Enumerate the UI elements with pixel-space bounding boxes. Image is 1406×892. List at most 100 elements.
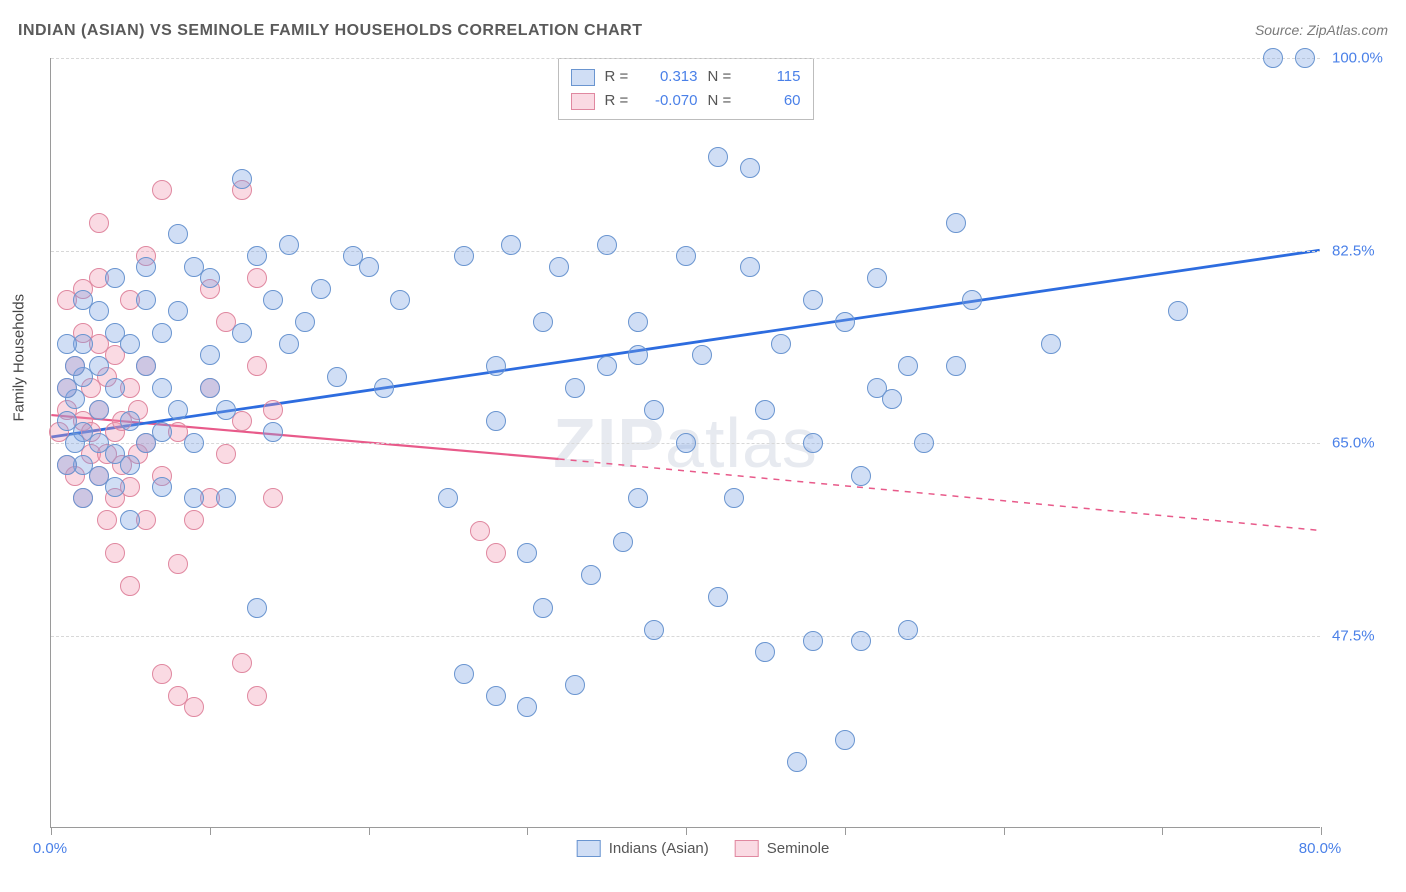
x-tick: [51, 827, 52, 835]
data-point-a: [898, 620, 918, 640]
data-point-a: [803, 631, 823, 651]
data-point-a: [549, 257, 569, 277]
legend-correlation-box: R = 0.313 N = 115 R = -0.070 N = 60: [558, 58, 814, 120]
data-point-a: [89, 400, 109, 420]
data-point-b: [247, 686, 267, 706]
legend-row-b: R = -0.070 N = 60: [571, 89, 801, 113]
data-point-a: [263, 422, 283, 442]
data-point-a: [216, 488, 236, 508]
data-point-b: [152, 180, 172, 200]
legend-n-value-a: 115: [746, 65, 801, 89]
y-tick-label: 47.5%: [1332, 627, 1375, 644]
data-point-a: [120, 510, 140, 530]
data-point-a: [263, 290, 283, 310]
source-attribution: Source: ZipAtlas.com: [1255, 22, 1388, 38]
data-point-a: [597, 235, 617, 255]
data-point-a: [867, 378, 887, 398]
data-point-a: [962, 290, 982, 310]
data-point-a: [279, 334, 299, 354]
data-point-a: [740, 158, 760, 178]
data-point-a: [803, 433, 823, 453]
data-point-a: [136, 433, 156, 453]
data-point-b: [152, 664, 172, 684]
data-point-a: [295, 312, 315, 332]
data-point-a: [533, 598, 553, 618]
data-point-a: [946, 213, 966, 233]
y-axis-label: Family Households: [11, 293, 28, 421]
source-label: Source:: [1255, 22, 1303, 38]
data-point-b: [105, 543, 125, 563]
trend-line: [51, 250, 1319, 437]
legend-n-value-b: 60: [746, 89, 801, 113]
legend-row-a: R = 0.313 N = 115: [571, 65, 801, 89]
data-point-a: [708, 147, 728, 167]
data-point-a: [628, 488, 648, 508]
data-point-a: [628, 345, 648, 365]
data-point-a: [565, 675, 585, 695]
data-point-b: [97, 510, 117, 530]
data-point-a: [1263, 48, 1283, 68]
data-point-a: [311, 279, 331, 299]
data-point-a: [438, 488, 458, 508]
legend-name-b: Seminole: [767, 840, 830, 857]
x-tick: [1321, 827, 1322, 835]
chart-title: INDIAN (ASIAN) VS SEMINOLE FAMILY HOUSEH…: [18, 22, 643, 40]
legend-swatch2-a: [577, 840, 601, 857]
source-value: ZipAtlas.com: [1307, 22, 1388, 38]
x-tick: [369, 827, 370, 835]
data-point-b: [263, 400, 283, 420]
data-point-a: [279, 235, 299, 255]
data-point-a: [708, 587, 728, 607]
data-point-a: [57, 455, 77, 475]
data-point-a: [501, 235, 521, 255]
data-point-a: [200, 378, 220, 398]
data-point-a: [390, 290, 410, 310]
data-point-a: [247, 598, 267, 618]
y-tick-label: 100.0%: [1332, 50, 1383, 67]
data-point-a: [65, 433, 85, 453]
data-point-a: [168, 301, 188, 321]
data-point-a: [676, 433, 696, 453]
plot-area: Family Households ZIPatlas R = 0.313 N =…: [50, 58, 1320, 828]
data-point-a: [835, 312, 855, 332]
data-point-a: [232, 169, 252, 189]
legend-swatch-a: [571, 69, 595, 86]
legend-swatch-b: [571, 93, 595, 110]
legend-r-label-a: R =: [605, 65, 633, 89]
data-point-a: [914, 433, 934, 453]
x-tick: [1004, 827, 1005, 835]
data-point-a: [136, 356, 156, 376]
y-tick-label: 65.0%: [1332, 435, 1375, 452]
data-point-a: [200, 345, 220, 365]
data-point-a: [644, 400, 664, 420]
data-point-a: [168, 224, 188, 244]
data-point-a: [597, 356, 617, 376]
data-point-a: [374, 378, 394, 398]
data-point-a: [152, 378, 172, 398]
data-point-b: [168, 554, 188, 574]
data-point-a: [57, 378, 77, 398]
data-point-a: [184, 488, 204, 508]
data-point-b: [232, 653, 252, 673]
data-point-a: [454, 246, 474, 266]
data-point-a: [644, 620, 664, 640]
data-point-a: [486, 411, 506, 431]
gridline: [51, 58, 1320, 59]
data-point-a: [613, 532, 633, 552]
legend-n-label-a: N =: [708, 65, 736, 89]
data-point-a: [216, 400, 236, 420]
data-point-a: [247, 246, 267, 266]
data-point-a: [835, 730, 855, 750]
data-point-a: [120, 411, 140, 431]
data-point-a: [803, 290, 823, 310]
data-point-b: [184, 697, 204, 717]
data-point-b: [247, 356, 267, 376]
data-point-a: [168, 400, 188, 420]
trend-line: [559, 459, 1320, 530]
data-point-a: [851, 466, 871, 486]
data-point-a: [724, 488, 744, 508]
data-point-a: [787, 752, 807, 772]
legend-item-b: Seminole: [735, 840, 830, 857]
x-tick: [527, 827, 528, 835]
legend-item-a: Indians (Asian): [577, 840, 709, 857]
